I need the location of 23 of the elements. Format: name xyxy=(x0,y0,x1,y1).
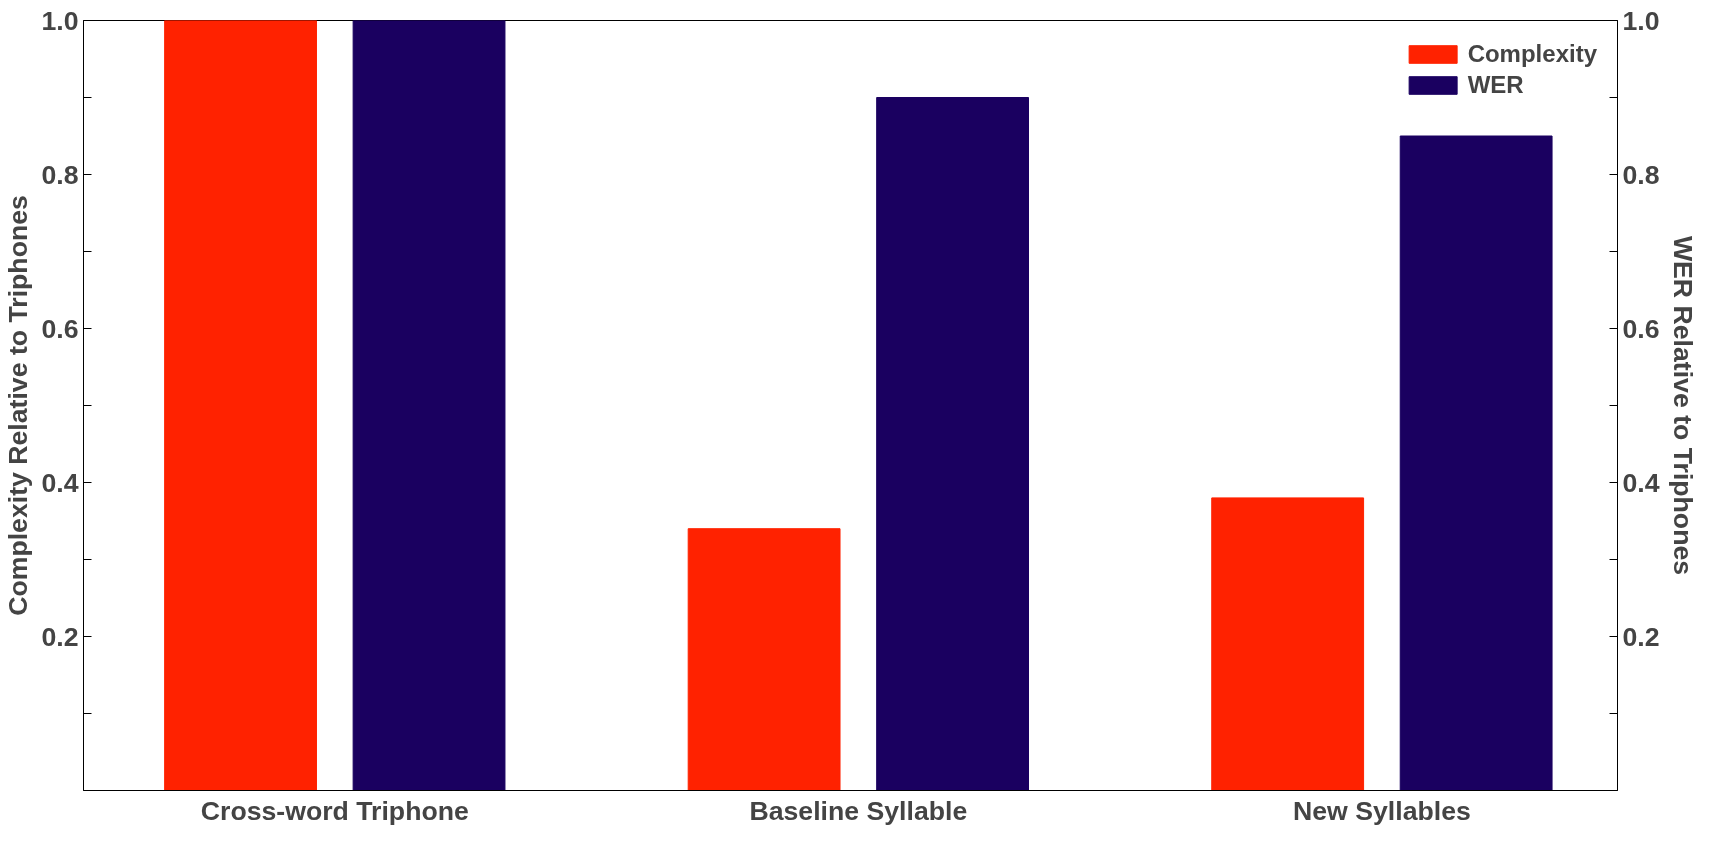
x-tick-label: Cross-word Triphone xyxy=(200,795,469,826)
y2-axis-title: WER Relative to Triphones xyxy=(1667,235,1698,576)
y-axis-title: Complexity Relative to Triphones xyxy=(3,195,34,616)
bar xyxy=(1211,497,1365,791)
y2-tick-label: 0.4 xyxy=(1622,467,1660,498)
x-tick-label: Baseline Syllable xyxy=(749,795,968,826)
y-tick-label: 0.6 xyxy=(41,313,79,344)
x-tick-label: New Syllables xyxy=(1293,795,1471,826)
y2-tick-label: 0.8 xyxy=(1622,159,1660,190)
legend-label: Complexity xyxy=(1467,40,1597,68)
bar xyxy=(876,97,1030,791)
bar xyxy=(352,20,506,791)
bar xyxy=(164,20,317,791)
y2-tick-label: 1.0 xyxy=(1622,5,1660,36)
y-tick-label: 0.4 xyxy=(41,467,79,498)
y2-tick-label: 0.6 xyxy=(1622,313,1660,344)
legend-label: WER xyxy=(1467,71,1524,99)
y-tick-label: 0.2 xyxy=(41,621,79,652)
bar xyxy=(1399,135,1553,791)
bar xyxy=(687,528,841,791)
y-tick-label: 1.0 xyxy=(41,5,79,36)
y2-tick-label: 0.2 xyxy=(1622,621,1660,652)
y-tick-label: 0.8 xyxy=(41,159,79,190)
